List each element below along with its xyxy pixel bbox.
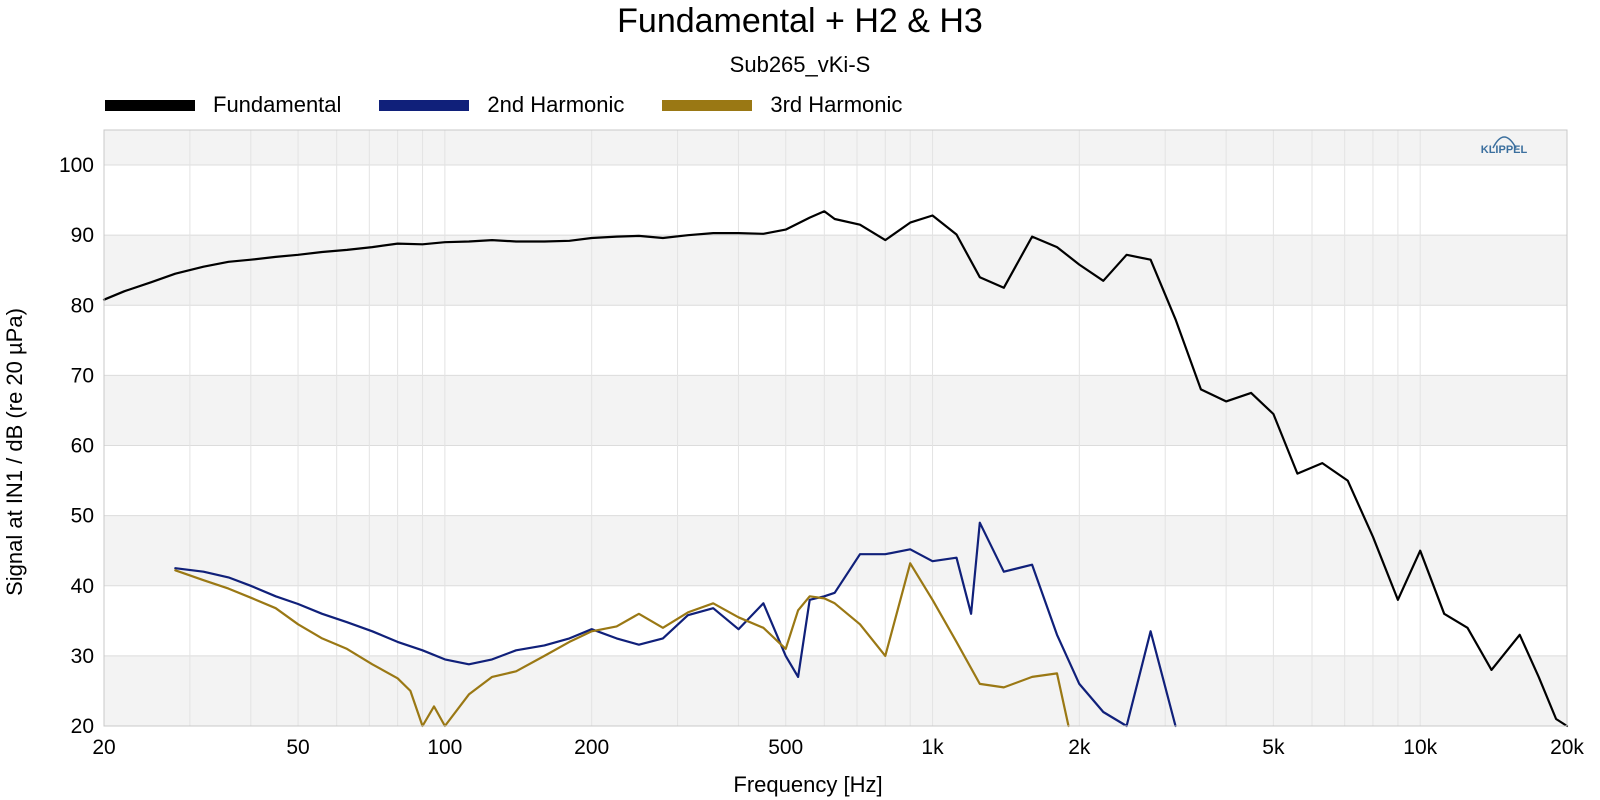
- plot-band: [104, 445, 1567, 516]
- x-tick-label: 20k: [1550, 736, 1584, 759]
- x-tick-label: 2k: [1068, 736, 1091, 759]
- legend-swatch-fundamental: [105, 99, 195, 111]
- plot-band: [104, 130, 1567, 166]
- legend-label-3rd-harmonic: 3rd Harmonic: [770, 92, 903, 117]
- legend: Fundamental 2nd Harmonic 3rd Harmonic: [105, 90, 940, 120]
- y-tick-label: 20: [71, 715, 94, 738]
- plot-band: [104, 515, 1567, 586]
- y-tick-label: 60: [71, 435, 94, 458]
- x-tick-label: 20: [92, 736, 115, 759]
- plot-band: [104, 235, 1567, 306]
- legend-label-fundamental: Fundamental: [213, 92, 342, 117]
- x-axis-label: Frequency [Hz]: [733, 772, 882, 797]
- plot-band: [104, 585, 1567, 656]
- plot-band: [104, 375, 1567, 446]
- y-tick-label: 70: [71, 364, 94, 387]
- x-tick-label: 1k: [921, 736, 944, 759]
- y-tick-label: 30: [71, 645, 94, 668]
- x-tick-label: 5k: [1262, 736, 1285, 759]
- plot-frame: [103, 129, 1568, 727]
- legend-item-2nd-harmonic[interactable]: 2nd Harmonic: [379, 92, 624, 118]
- x-tick-label: 200: [574, 736, 609, 759]
- y-tick-label: 50: [71, 505, 94, 528]
- x-tick-label: 500: [768, 736, 803, 759]
- series-line-fundamental: [102, 210, 1569, 728]
- y-tick-label: 90: [71, 224, 94, 247]
- legend-swatch-3rd-harmonic: [662, 99, 753, 111]
- klippel-logo: KLIPPEL: [1481, 136, 1528, 156]
- x-tick-label: 50: [286, 736, 309, 759]
- y-axis-label: Signal at IN1 / dB (re 20 µPa): [2, 308, 27, 596]
- legend-label-2nd-harmonic: 2nd Harmonic: [487, 92, 625, 117]
- chart-title: Fundamental + H2 & H3: [617, 2, 983, 40]
- klippel-logo-text: KLIPPEL: [1481, 144, 1528, 156]
- y-tick-label: 100: [59, 154, 94, 177]
- chart-subtitle: Sub265_vKi-S: [729, 52, 871, 77]
- y-tick-label: 80: [71, 294, 94, 317]
- y-tick-label: 40: [71, 575, 94, 598]
- plot-band: [104, 165, 1567, 236]
- legend-item-3rd-harmonic[interactable]: 3rd Harmonic: [662, 92, 902, 118]
- plot-band: [104, 305, 1567, 376]
- plot-band: [104, 655, 1567, 726]
- x-tick-label: 100: [427, 736, 462, 759]
- legend-item-fundamental[interactable]: Fundamental: [105, 92, 341, 118]
- series-line-3rd-harmonic: [174, 562, 1070, 728]
- legend-swatch-2nd-harmonic: [379, 99, 470, 111]
- x-tick-label: 10k: [1403, 736, 1437, 759]
- klippel-logo-arc: [1492, 136, 1517, 149]
- series-line-2nd-harmonic: [174, 521, 1177, 728]
